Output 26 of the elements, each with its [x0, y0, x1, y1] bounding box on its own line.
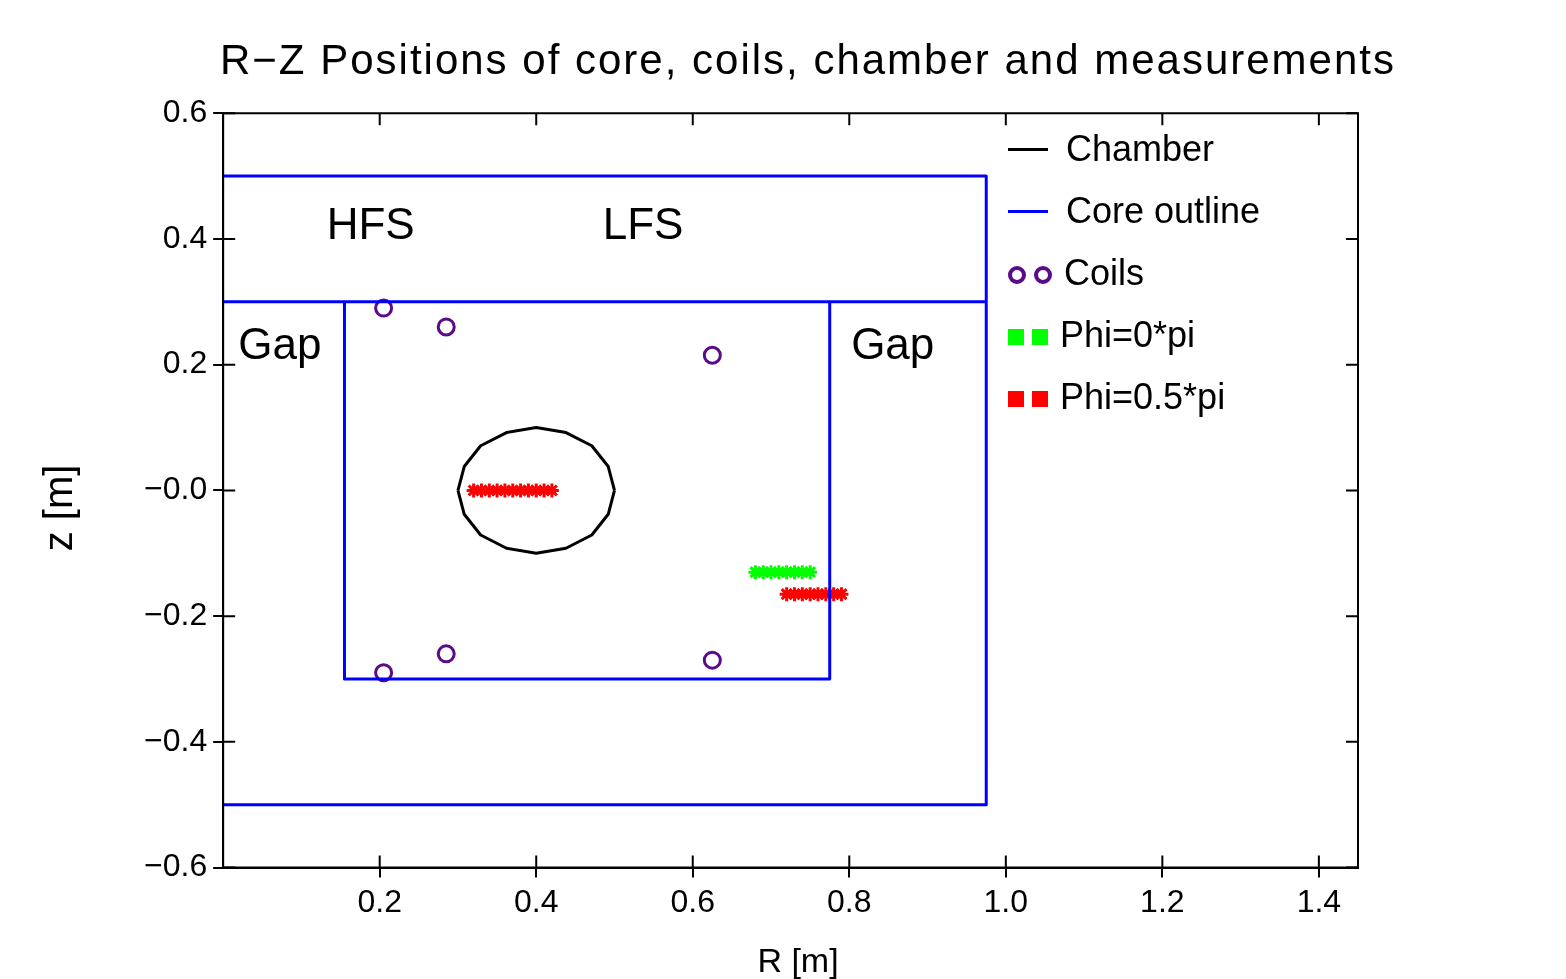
legend-label: Coils	[1064, 252, 1145, 294]
y-axis-title: z [m]	[35, 464, 81, 552]
x-tick-label: 0.8	[827, 882, 872, 919]
legend-label: Chamber	[1066, 128, 1215, 170]
y-tick-label: −0.6	[144, 847, 208, 884]
y-tick-label: 0.6	[162, 93, 208, 130]
x-tick-label: 0.4	[513, 882, 559, 919]
y-tick-label: 0.4	[162, 218, 208, 255]
annotation: Gap	[851, 319, 935, 369]
legend-label: Phi=0.5*pi	[1060, 376, 1226, 418]
y-tick-label: −0.0	[144, 470, 208, 507]
x-tick-label: 1.4	[1296, 882, 1342, 919]
x-tick-label: 0.2	[357, 882, 402, 919]
x-tick-label: 1.0	[983, 882, 1029, 919]
y-tick-label: −0.2	[144, 595, 208, 632]
x-axis-title: R [m]	[757, 941, 839, 979]
legend-label: Phi=0*pi	[1060, 314, 1196, 356]
annotation: HFS	[326, 198, 415, 248]
chart-title: R−Z Positions of core, coils, chamber and measurements	[219, 36, 1397, 84]
y-tick-label: −0.4	[144, 721, 208, 758]
annotation: Gap	[238, 319, 322, 369]
legend-label: Core outline	[1066, 190, 1261, 232]
annotation: LFS	[602, 198, 684, 248]
x-tick-label: 0.6	[670, 882, 715, 919]
y-tick-label: 0.2	[162, 344, 208, 381]
x-tick-label: 1.2	[1140, 882, 1185, 919]
